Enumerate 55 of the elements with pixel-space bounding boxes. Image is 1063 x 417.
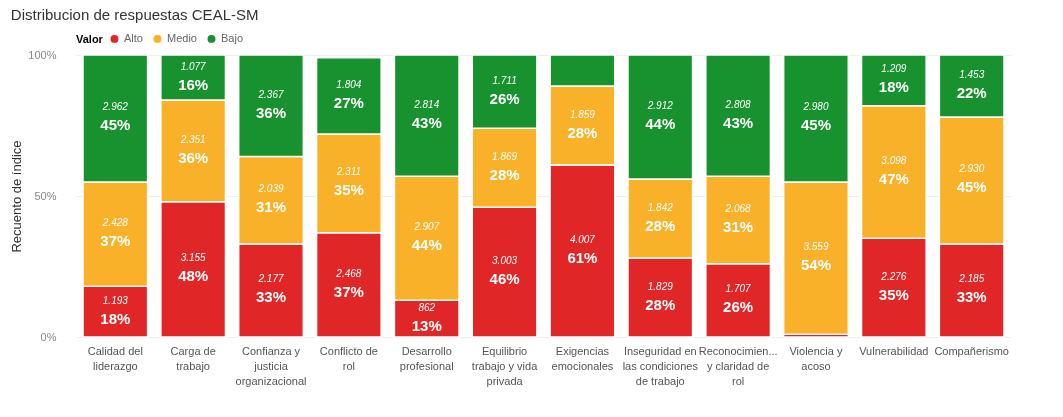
x-tick-label: Exigencias emocionales	[551, 344, 614, 372]
x-tick-label: Conflicto de rol	[319, 344, 378, 372]
legend-label: Medio	[167, 31, 197, 44]
text: 1.829 28%	[645, 280, 676, 313]
chart-title: Distribucion de respuestas CEAL-SM	[10, 6, 259, 23]
text: 1.077 16%	[178, 60, 209, 93]
text: 1.859 28%	[567, 108, 598, 141]
text: 2.068 31%	[723, 202, 754, 235]
x-tick-label: Inseguridad en las condiciones de trabajo	[622, 344, 699, 387]
text: 1.842 28%	[645, 201, 676, 234]
legend-title: Valor	[76, 33, 104, 45]
text: 2.912 44%	[645, 100, 676, 133]
text: 2.367 36%	[256, 88, 287, 121]
text: 1.707 26%	[723, 283, 754, 316]
text: 2.428 37%	[100, 217, 131, 250]
text: 3.003 46%	[489, 255, 520, 288]
text: 2.185 33%	[956, 273, 987, 306]
y-tick-label: 100%	[28, 48, 57, 61]
text: 3.559 54%	[800, 241, 831, 274]
text: 1.209 18%	[878, 63, 909, 96]
x-tick-label: Violencia y acoso	[789, 344, 843, 372]
text: 1.804 27%	[333, 78, 364, 111]
x-tick-label: Carga de trabajo	[170, 344, 216, 372]
text: 2.814 43%	[411, 98, 442, 131]
y-tick-label: 50%	[34, 189, 57, 202]
text: 2.962 45%	[100, 101, 131, 134]
text: 4.007 61%	[567, 233, 598, 266]
text: 2.351 36%	[178, 133, 209, 166]
y-axis-title: Recuento de índice	[9, 140, 25, 253]
legend-label: Bajo	[221, 31, 244, 44]
text: 1.869 28%	[489, 150, 520, 183]
y-tick-label: 0%	[40, 330, 57, 343]
x-tick-label: Confianza y justicia organizacional	[235, 344, 307, 387]
x-tick-label: Compañerismo	[934, 344, 1009, 357]
text: 862 13%	[411, 301, 442, 334]
text: 2.980 45%	[800, 101, 831, 134]
text: 2.468 37%	[333, 267, 364, 300]
text: 2.808 43%	[723, 98, 754, 131]
text: 3.155 48%	[178, 252, 209, 285]
x-tick-label: Reconocimien... y claridad de rol	[698, 344, 778, 387]
x-tick-label: Equilibrio trabajo y vida privada	[471, 344, 539, 387]
text: 2.177 33%	[256, 273, 287, 306]
text: 3.098 47%	[878, 155, 909, 188]
text: 2.276 35%	[878, 270, 909, 303]
legend-label: Alto	[124, 31, 143, 44]
text: 1.711 26%	[489, 74, 520, 107]
x-tick-label: Calidad del liderazgo	[87, 344, 143, 372]
text: 2.039 31%	[256, 183, 287, 216]
text: 2.907 44%	[411, 221, 442, 254]
text: 2.311 35%	[333, 166, 364, 199]
text: 1.453 22%	[956, 69, 987, 102]
text: 2.930 45%	[956, 163, 987, 196]
x-tick-label: Vulnerabilidad	[859, 344, 929, 357]
x-tick-label: Desarrollo profesional	[399, 344, 454, 372]
text: 1.193 18%	[100, 294, 131, 327]
